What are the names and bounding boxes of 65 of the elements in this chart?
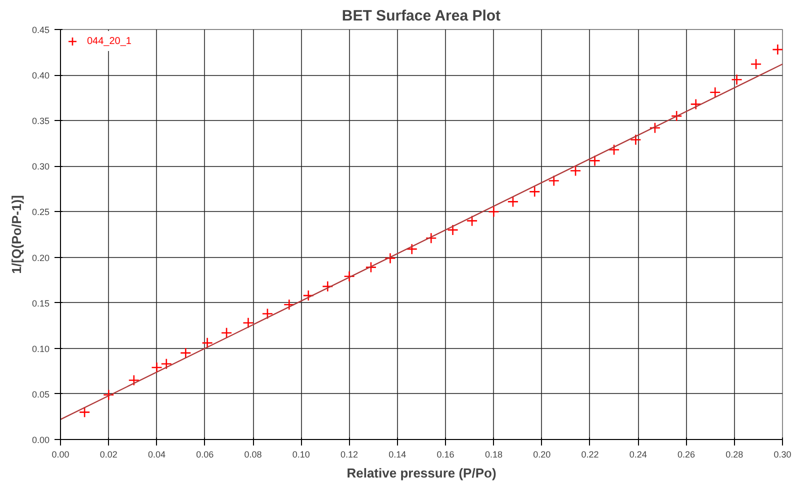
x-tick-label: 0.30 [774,450,792,460]
point [772,44,782,56]
point [78,406,90,418]
point [649,122,661,134]
point [570,165,582,176]
x-tick-label: 0.24 [629,450,647,460]
point [202,337,213,349]
x-tick-label: 0.22 [581,450,599,460]
point [466,215,478,226]
point [302,290,314,302]
point [690,98,702,110]
point [102,389,114,401]
point [262,308,274,320]
point [160,358,172,370]
point [709,86,721,98]
y-tick-label: 0.05 [32,389,50,400]
x-tick-label: 0.06 [196,450,214,460]
y-tick-label: 0.20 [32,252,50,263]
chart-title: BET Surface Area Plot [342,8,501,24]
point [344,270,355,282]
point [750,58,762,70]
y-tick-label: 0.45 [32,25,50,35]
point [608,144,620,156]
point [630,134,642,146]
point [528,186,540,198]
x-tick-label: 0.26 [677,450,696,460]
y-tick-label: 0.10 [32,344,50,354]
point [670,110,682,122]
x-tick-label: 0.28 [726,450,744,460]
x-tick-label: 0.14 [388,450,406,460]
point [128,374,140,386]
x-tick-label: 0.20 [533,450,551,460]
point [447,224,458,236]
point [406,243,418,255]
x-tick-label: 0.10 [292,450,310,460]
point [488,206,500,218]
x-tick-label: 0.02 [100,450,118,460]
y-axis-title: 1/[Q(Po/P-1)] [8,195,24,274]
legend-label: 044_20_1 [87,36,132,46]
y-tick-label: 0.40 [32,70,50,81]
y-tick-label: 0.25 [32,207,50,218]
point [548,175,560,186]
x-tick-label: 0.16 [436,450,454,460]
point [365,262,377,273]
x-tick-label: 0.12 [340,450,358,460]
y-tick-label: 0.30 [32,162,50,172]
point [425,232,437,244]
point [283,299,295,310]
y-tick-label: 0.15 [32,298,50,308]
point [151,362,162,374]
x-tick-label: 0.04 [148,450,166,460]
x-tick-label: 0.18 [484,450,502,460]
point [242,317,254,329]
point [589,155,600,166]
x-tick-label: 0.00 [52,450,70,460]
point [731,74,742,86]
x-axis-title: Relative pressure (P/Po) [346,466,496,480]
y-tick-label: 0.35 [32,116,50,126]
point [322,280,334,292]
point [220,327,232,339]
point [507,196,519,208]
x-tick-label: 0.08 [244,450,262,460]
point [384,252,396,264]
y-tick-label: 0.00 [32,435,50,445]
point [180,347,192,359]
